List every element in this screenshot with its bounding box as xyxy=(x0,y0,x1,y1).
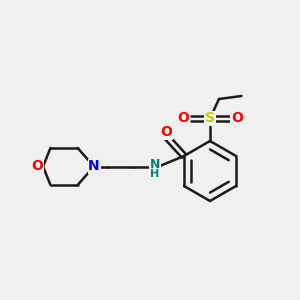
Text: S: S xyxy=(205,112,215,125)
Text: N: N xyxy=(150,158,160,172)
Text: O: O xyxy=(31,160,43,173)
Text: O: O xyxy=(177,112,189,125)
Text: O: O xyxy=(231,112,243,125)
Text: N: N xyxy=(88,160,100,173)
Text: H: H xyxy=(150,169,160,179)
Text: O: O xyxy=(160,125,172,139)
